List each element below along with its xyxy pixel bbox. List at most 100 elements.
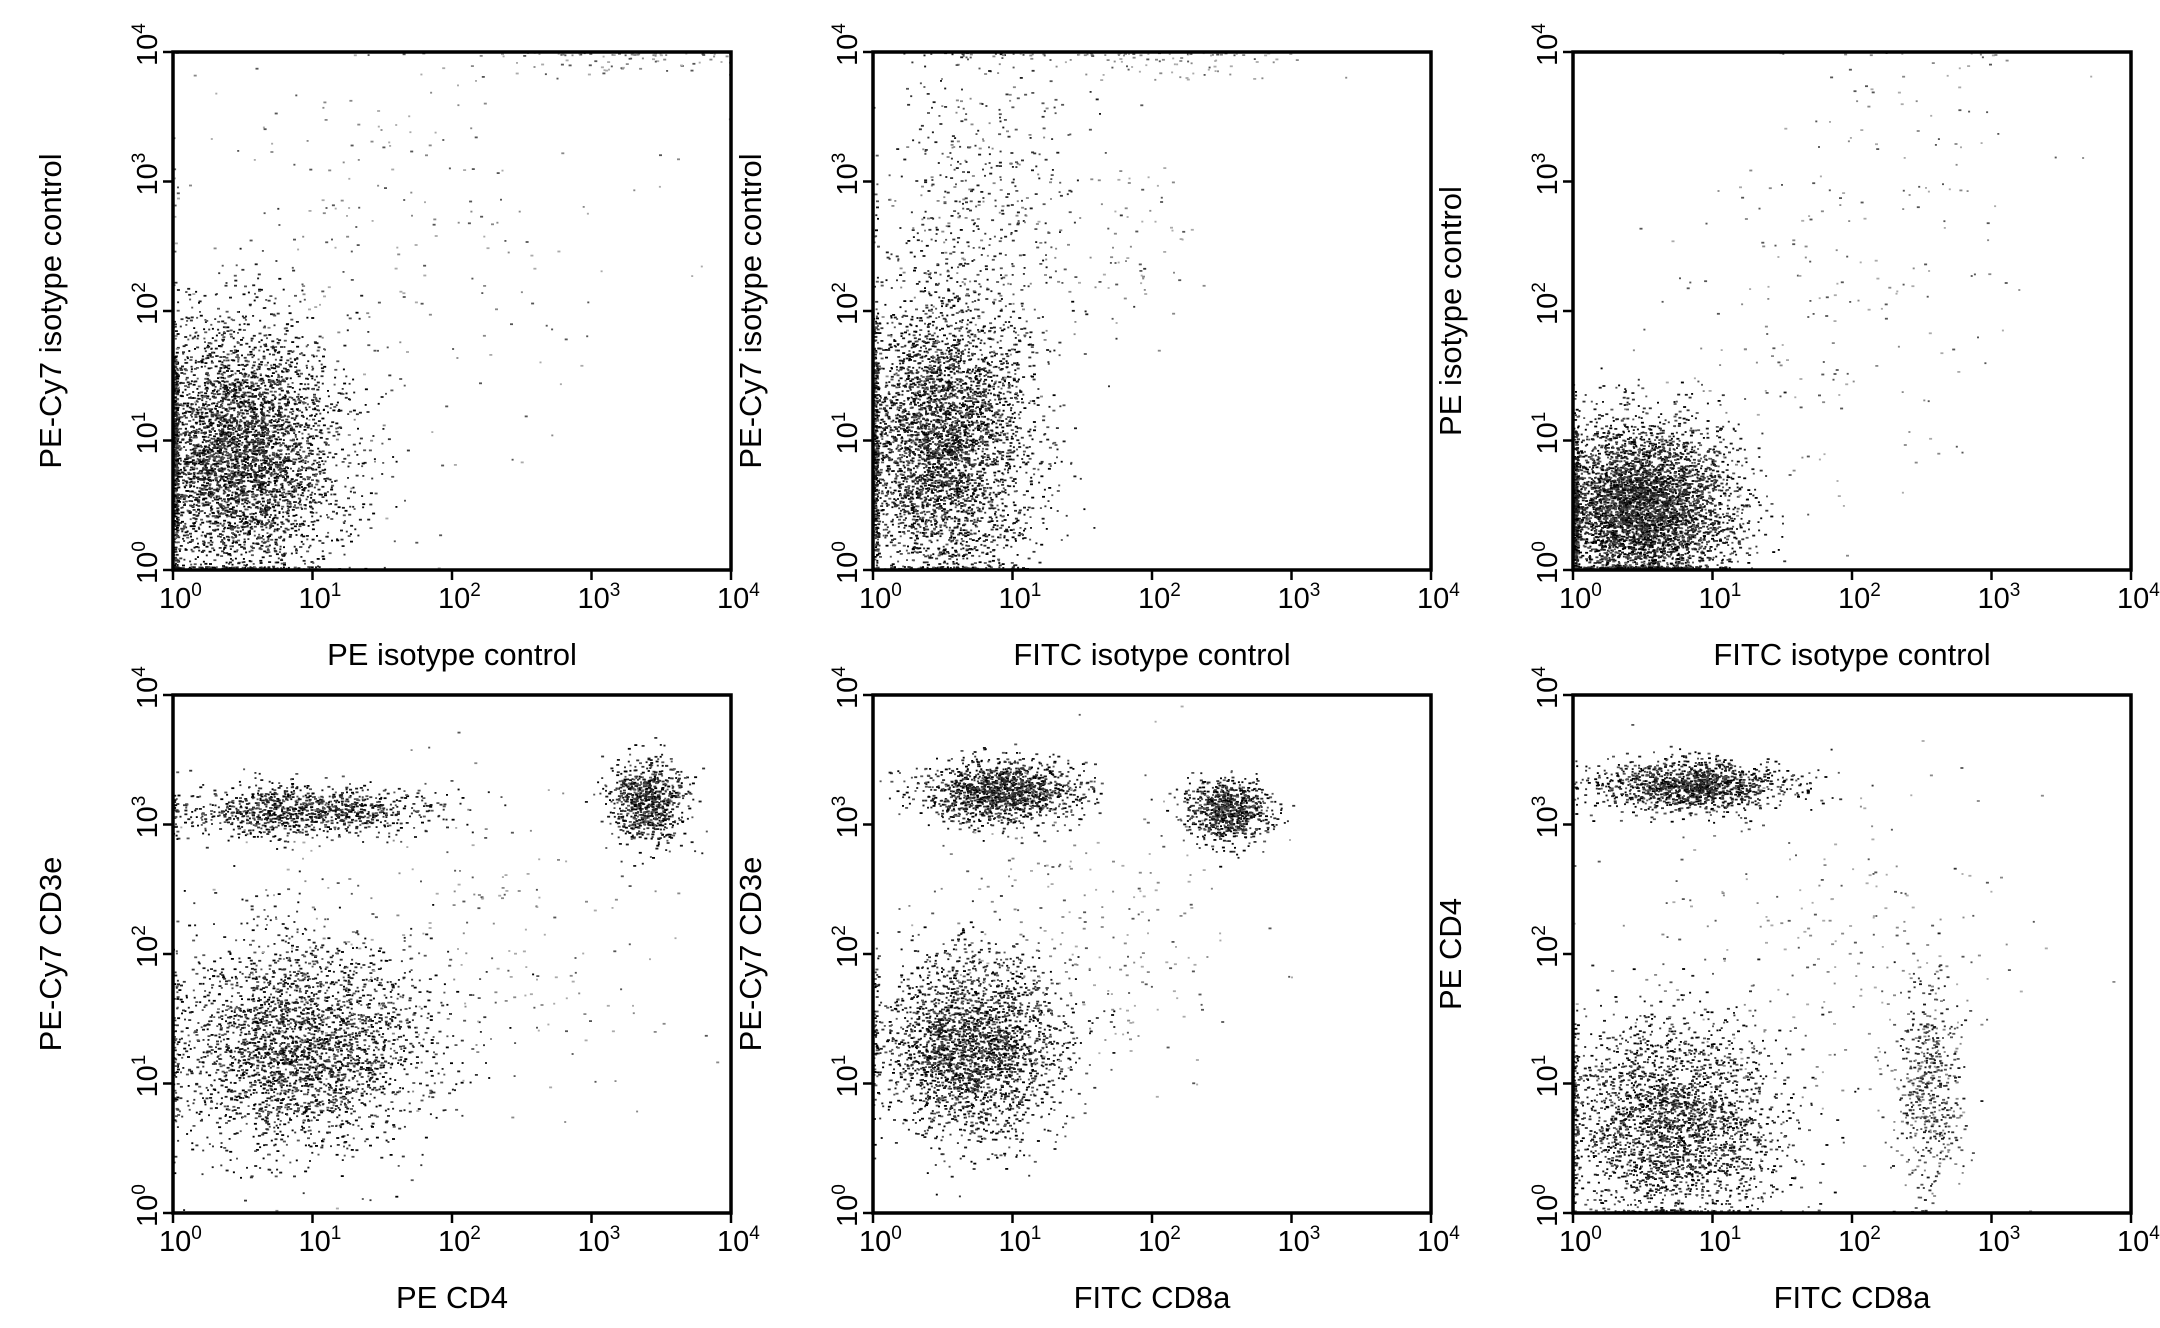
- event-point: [212, 479, 215, 482]
- event-point: [231, 545, 234, 548]
- event-point: [208, 567, 212, 569]
- event-point: [174, 533, 178, 536]
- event-point: [245, 440, 248, 442]
- event-point: [185, 490, 189, 492]
- event-point: [245, 447, 248, 450]
- event-point: [191, 430, 195, 433]
- event-point: [471, 168, 475, 170]
- event-point: [265, 434, 269, 437]
- event-point: [265, 400, 268, 403]
- event-point: [265, 437, 269, 440]
- event-point: [229, 528, 233, 531]
- event-point: [243, 417, 246, 420]
- event-point: [188, 456, 192, 459]
- event-point: [210, 356, 214, 358]
- event-point: [214, 419, 217, 422]
- event-point: [247, 457, 249, 460]
- event-point: [377, 110, 381, 112]
- event-point: [268, 421, 272, 424]
- event-point: [194, 499, 198, 501]
- event-point: [216, 439, 220, 442]
- event-point: [271, 457, 275, 460]
- event-point: [255, 420, 259, 423]
- event-point: [234, 427, 236, 430]
- event-point: [211, 522, 215, 525]
- event-point: [249, 351, 253, 353]
- event-point: [178, 420, 180, 422]
- event-point: [174, 337, 177, 340]
- event-point: [239, 384, 243, 387]
- event-point: [279, 545, 282, 548]
- event-point: [174, 320, 176, 323]
- event-point: [346, 329, 349, 332]
- event-point: [185, 378, 188, 381]
- event-point: [308, 308, 311, 311]
- event-point: [178, 548, 182, 550]
- event-point: [175, 531, 179, 534]
- event-point: [307, 466, 311, 469]
- event-point: [257, 537, 261, 540]
- event-point: [245, 525, 249, 528]
- event-point: [314, 429, 318, 431]
- event-point: [293, 491, 295, 493]
- event-point: [299, 396, 303, 398]
- event-point: [238, 328, 242, 331]
- event-point: [299, 300, 302, 303]
- event-point: [260, 464, 263, 467]
- event-point: [241, 526, 245, 529]
- event-point: [197, 546, 200, 549]
- event-point: [190, 365, 193, 368]
- event-point: [232, 484, 235, 487]
- event-point: [206, 462, 210, 465]
- event-point: [175, 462, 178, 464]
- event-point: [209, 424, 213, 427]
- event-point: [228, 418, 231, 421]
- event-point: [291, 382, 294, 384]
- event-point: [247, 375, 250, 378]
- event-point: [242, 493, 246, 496]
- event-point: [240, 553, 243, 556]
- event-point: [262, 500, 265, 503]
- event-point: [247, 500, 250, 502]
- event-point: [218, 451, 222, 454]
- event-point: [200, 394, 204, 397]
- event-point: [270, 399, 274, 402]
- event-point: [238, 533, 241, 536]
- event-point: [189, 382, 192, 385]
- event-point: [250, 512, 253, 515]
- event-point: [278, 224, 281, 226]
- event-point: [244, 508, 247, 511]
- event-point: [212, 383, 215, 386]
- event-point: [225, 552, 229, 554]
- event-point: [285, 459, 289, 462]
- event-point: [213, 463, 217, 465]
- event-point: [251, 372, 255, 375]
- event-point: [267, 392, 270, 395]
- event-point: [241, 436, 244, 438]
- event-point: [957, 300, 960, 303]
- event-point: [264, 467, 267, 469]
- event-point: [235, 495, 238, 498]
- event-point: [530, 254, 534, 257]
- event-point: [286, 475, 290, 478]
- event-point: [206, 460, 210, 462]
- event-point: [353, 391, 356, 394]
- event-point: [265, 445, 268, 448]
- event-point: [271, 394, 275, 397]
- event-point: [278, 363, 281, 365]
- event-point: [311, 399, 315, 401]
- event-point: [331, 456, 335, 459]
- event-point: [300, 540, 303, 543]
- event-point: [388, 141, 391, 144]
- event-point: [174, 365, 177, 368]
- event-point: [297, 457, 301, 460]
- event-point: [241, 494, 244, 497]
- event-point: [564, 338, 568, 341]
- event-point: [173, 483, 176, 486]
- event-point: [210, 466, 212, 468]
- event-point: [315, 511, 318, 514]
- event-point: [173, 495, 177, 497]
- event-point: [226, 457, 230, 460]
- event-point: [282, 439, 285, 441]
- event-point: [720, 61, 723, 63]
